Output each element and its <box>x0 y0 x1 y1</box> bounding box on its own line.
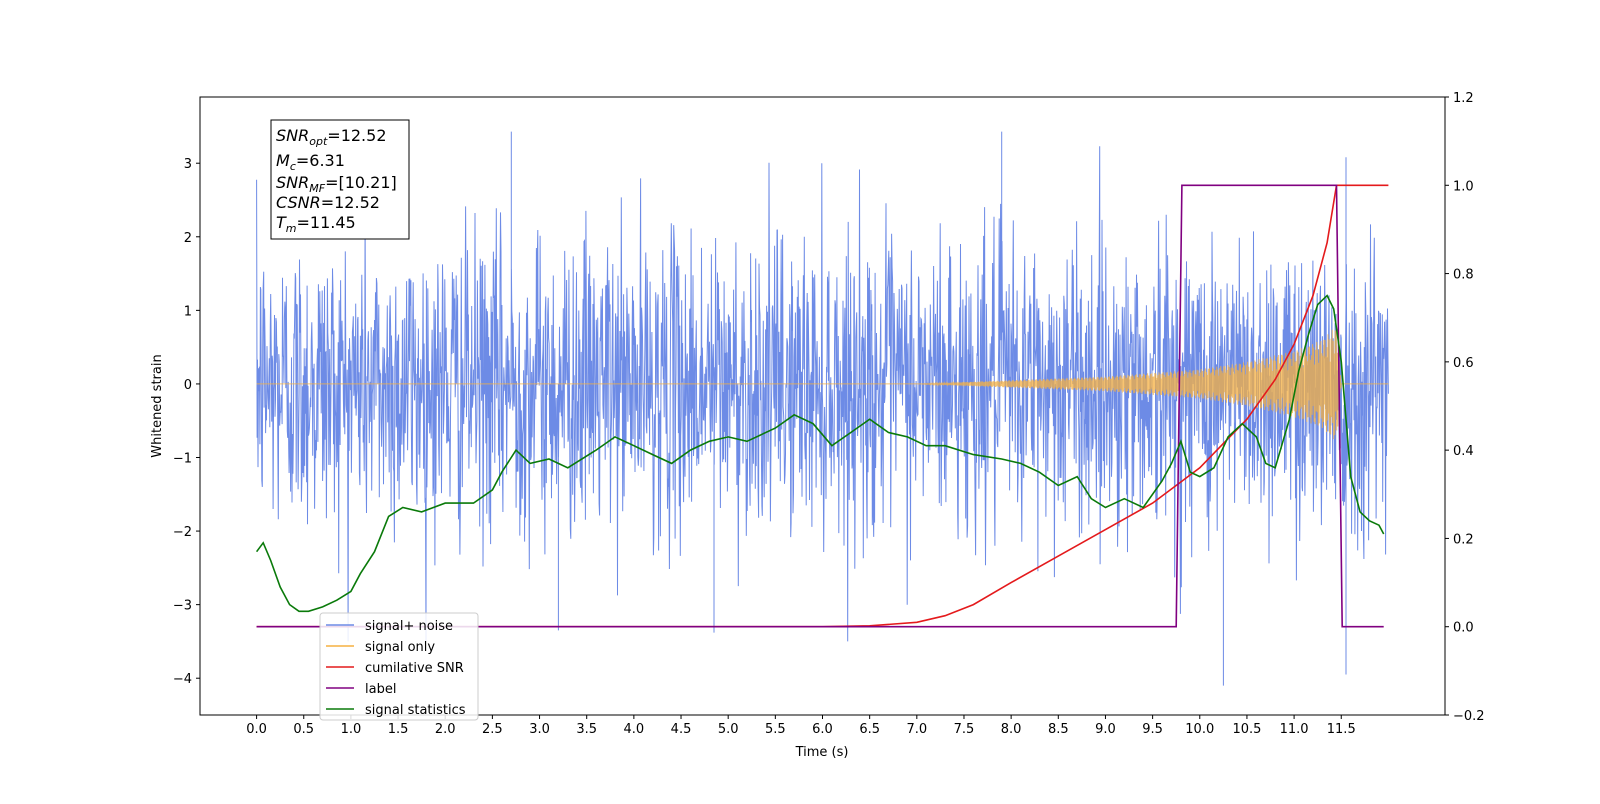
x-tick-label: 7.0 <box>906 722 927 737</box>
info-snr-opt-symbol: SNR <box>276 126 309 145</box>
y-tick-label-left: 2 <box>184 231 192 246</box>
y-tick-label-right: 1.0 <box>1453 179 1474 194</box>
x-tick-label: 7.5 <box>954 722 975 737</box>
series-signal-only <box>256 326 1389 440</box>
info-snr-opt: SNRopt=12.52 <box>276 126 387 148</box>
info-csnr: CSNR=12.52 <box>276 193 380 212</box>
series-signal-plus-noise <box>256 131 1389 686</box>
x-tick-label: 8.0 <box>1001 722 1022 737</box>
y-tick-label-left: −3 <box>173 599 192 614</box>
legend-label-signal-plus-noise: signal+ noise <box>365 619 453 634</box>
info-box-frame <box>270 119 410 240</box>
legend-label-signal-statistics: signal statistics <box>365 703 466 718</box>
info-mc-symbol: M <box>276 151 290 170</box>
x-axis-label: Time (s) <box>795 745 849 760</box>
y-tick-label-left: 3 <box>184 157 192 172</box>
x-tick-label: 6.5 <box>859 722 880 737</box>
info-mc-value: =6.31 <box>296 151 345 170</box>
info-csnr-symbol: CSNR <box>276 193 321 212</box>
x-tick-label: 6.0 <box>812 722 833 737</box>
info-snr-mf-symbol: SNR <box>276 173 309 192</box>
legend-label-label: label <box>365 682 396 697</box>
y-tick-label-left: 1 <box>184 304 192 319</box>
x-tick-label: 1.0 <box>341 722 362 737</box>
x-tick-label: 11.5 <box>1327 722 1356 737</box>
info-box: SNRopt=12.52 Mc=6.31 SNRMF=[10.21] CSNR=… <box>270 119 410 240</box>
signal-plus-noise-line <box>256 131 1389 686</box>
info-snr-mf: SNRMF=[10.21] <box>276 173 397 195</box>
x-tick-label: 3.5 <box>576 722 597 737</box>
info-tm-value: =11.45 <box>297 213 356 232</box>
x-tick-label: 10.0 <box>1185 722 1214 737</box>
x-tick-label: 2.5 <box>482 722 503 737</box>
x-tick-label: 8.5 <box>1048 722 1069 737</box>
signal-only-line <box>256 326 1389 440</box>
info-tm-subscript: m <box>286 222 297 235</box>
x-tick-label: 11.0 <box>1280 722 1309 737</box>
y-tick-label-left: −4 <box>173 672 192 687</box>
y-tick-label-right: 0.0 <box>1453 621 1474 636</box>
legend-frame <box>319 612 479 721</box>
x-tick-label: 5.0 <box>718 722 739 737</box>
x-tick-label: 9.0 <box>1095 722 1116 737</box>
info-snr-mf-subscript: MF <box>309 182 325 195</box>
info-snr-opt-subscript: opt <box>309 135 328 148</box>
x-tick-label: 3.0 <box>529 722 550 737</box>
y-tick-label-right: 1.2 <box>1453 91 1474 106</box>
x-tick-label: 0.5 <box>293 722 314 737</box>
info-snr-opt-value: =12.52 <box>327 126 386 145</box>
x-tick-label: 4.5 <box>671 722 692 737</box>
axes: 0.0 0.5 1.0 1.5 2.0 2.5 3.0 3.5 4.0 4.5 5.0 5.5 6.0 6… <box>173 91 1485 737</box>
x-tick-label: 0.0 <box>246 722 267 737</box>
x-tick-label: 2.0 <box>435 722 456 737</box>
info-csnr-value: =12.52 <box>321 193 380 212</box>
legend-label-cumilative-snr: cumilative SNR <box>365 661 464 676</box>
cumilative-snr-line <box>256 184 1389 628</box>
series-lines <box>255 184 1389 628</box>
signal-statistics-line <box>255 294 1385 613</box>
info-tm-symbol: T <box>276 213 287 232</box>
info-mc: Mc=6.31 <box>276 151 345 173</box>
info-mc-subscript: c <box>290 160 296 173</box>
y-tick-label-right: 0.2 <box>1453 532 1474 547</box>
y-tick-label-left: −1 <box>173 452 192 467</box>
y-tick-label-right: 0.4 <box>1453 444 1474 459</box>
x-tick-label: 1.5 <box>388 722 409 737</box>
y-tick-label-left: −2 <box>173 525 192 540</box>
x-tick-label: 5.5 <box>765 722 786 737</box>
x-tick-label: 4.0 <box>624 722 645 737</box>
info-snr-mf-value: =[10.21] <box>325 173 397 192</box>
y-axis-label: Whitened strain <box>150 354 165 457</box>
x-tick-label: 10.5 <box>1232 722 1261 737</box>
x-tick-label: 9.5 <box>1142 722 1163 737</box>
y-tick-label-right: 0.6 <box>1453 356 1474 371</box>
legend-label-signal-only: signal only <box>365 640 435 655</box>
y-tick-label-right: 0.8 <box>1453 268 1474 283</box>
label-line <box>256 184 1384 628</box>
y-tick-label-left: 0 <box>184 378 192 393</box>
info-tm: Tm=11.45 <box>276 213 356 235</box>
legend: signal+ noise signal only cumilative SNR… <box>319 612 479 721</box>
y-tick-label-right: −0.2 <box>1453 709 1485 724</box>
